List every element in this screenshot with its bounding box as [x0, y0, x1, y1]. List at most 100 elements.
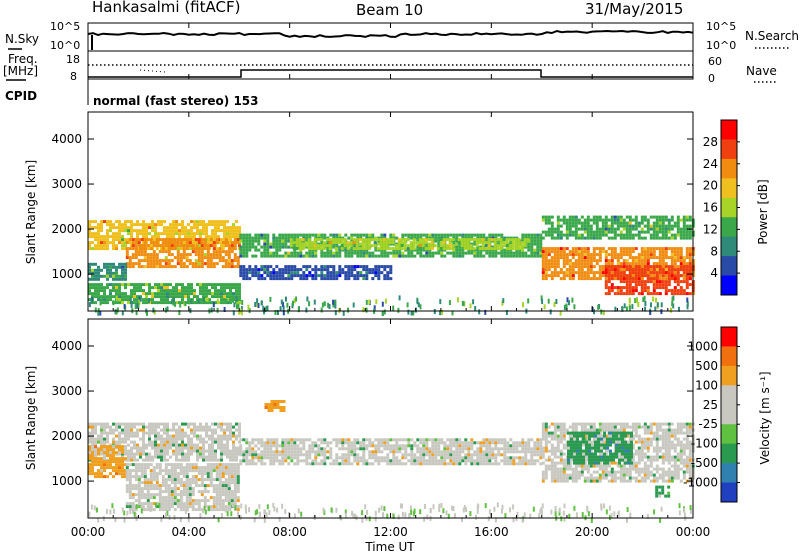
data-cell: [635, 219, 638, 222]
data-cell: [611, 283, 614, 286]
data-cell: [225, 259, 228, 262]
scatter-cell: [207, 297, 209, 302]
data-cell: [557, 219, 560, 222]
data-cell: [263, 444, 266, 447]
data-cell: [515, 238, 518, 241]
scatter-cell: [254, 302, 256, 307]
data-cell: [365, 277, 368, 280]
data-cell: [171, 478, 174, 481]
data-cell: [207, 472, 210, 475]
data-cell: [386, 271, 389, 274]
data-cell: [272, 441, 275, 444]
data-cell: [632, 228, 635, 231]
data-cell: [614, 237, 617, 240]
data-cell: [181, 423, 184, 426]
data-cell: [133, 298, 136, 301]
data-cell: [223, 444, 226, 447]
data-cell: [269, 246, 272, 249]
data-cell: [91, 432, 94, 435]
data-cell: [353, 268, 356, 271]
data-cell: [617, 265, 620, 268]
data-cell: [680, 268, 683, 271]
data-cell: [214, 289, 217, 292]
data-cell: [257, 243, 260, 246]
data-cell: [341, 456, 344, 459]
data-cell: [213, 502, 216, 505]
data-cell: [647, 289, 650, 292]
data-cell: [162, 505, 165, 508]
data-cell: [190, 235, 193, 238]
data-cell: [214, 220, 217, 223]
data-cell: [106, 244, 109, 247]
data-cell: [677, 256, 680, 259]
data-cell: [641, 277, 644, 280]
data-cell: [189, 244, 192, 247]
data-cell: [242, 450, 245, 453]
data-cell: [148, 283, 151, 286]
data-cell: [512, 241, 515, 244]
data-cell: [216, 490, 219, 493]
data-cell: [211, 286, 214, 289]
data-cell: [269, 255, 272, 258]
data-cell: [238, 435, 241, 438]
data-cell: [551, 216, 554, 219]
data-cell: [222, 499, 225, 502]
data-cell: [518, 241, 521, 244]
data-cell: [121, 244, 124, 247]
data-cell: [671, 271, 674, 274]
data-cell: [177, 259, 180, 262]
data-cell: [617, 289, 620, 292]
data-cell: [272, 453, 275, 456]
data-cell: [245, 271, 248, 274]
data-cell: [308, 462, 311, 465]
data-cell: [242, 277, 245, 280]
data-cell: [626, 277, 629, 280]
data-cell: [410, 456, 413, 459]
data-cell: [178, 283, 181, 286]
data-cell: [623, 228, 626, 231]
data-cell: [115, 278, 118, 281]
data-cell: [97, 283, 100, 286]
nave-tick-top: 60: [708, 55, 722, 68]
data-cell: [211, 223, 214, 226]
data-cell: [548, 253, 551, 256]
data-cell: [177, 241, 180, 244]
data-cell: [620, 277, 623, 280]
data-cell: [162, 499, 165, 502]
data-cell: [410, 447, 413, 450]
data-cell: [623, 292, 626, 295]
data-cell: [129, 463, 132, 466]
data-cell: [257, 268, 260, 271]
data-cell: [103, 266, 106, 269]
data-cell: [168, 265, 171, 268]
data-cell: [118, 469, 121, 472]
data-cell: [260, 441, 263, 444]
data-cell: [147, 493, 150, 496]
data-cell: [293, 444, 296, 447]
data-cell: [94, 272, 97, 275]
data-cell: [404, 456, 407, 459]
data-cell: [103, 441, 106, 444]
data-cell: [425, 453, 428, 456]
data-cell: [183, 244, 186, 247]
data-cell: [353, 441, 356, 444]
data-cell: [225, 493, 228, 496]
data-cell: [317, 462, 320, 465]
data-cell: [662, 225, 665, 228]
data-cell: [165, 259, 168, 262]
data-cell: [156, 487, 159, 490]
data-cell: [138, 505, 141, 508]
data-cell: [281, 237, 284, 240]
data-cell: [226, 444, 229, 447]
data-cell: [222, 508, 225, 511]
data-cell: [151, 429, 154, 432]
data-cell: [551, 259, 554, 262]
data-cell: [620, 225, 623, 228]
data-cell: [293, 268, 296, 271]
data-cell: [647, 253, 650, 256]
data-cell: [524, 238, 527, 241]
data-cell: [210, 463, 213, 466]
data-cell: [284, 246, 287, 249]
data-cell: [226, 447, 229, 450]
data-cell: [195, 265, 198, 268]
